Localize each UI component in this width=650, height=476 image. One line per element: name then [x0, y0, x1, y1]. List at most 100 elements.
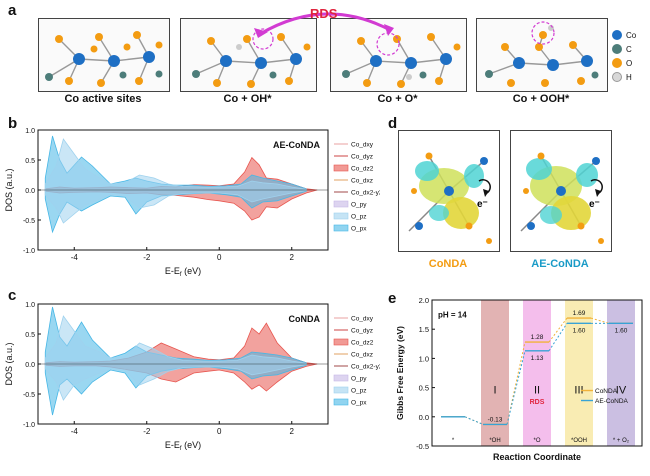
legend-entry: Co_dx2-y2	[351, 364, 380, 371]
legend-entry: Co_dxy	[351, 142, 374, 149]
category-label: *O	[533, 438, 540, 444]
category-label: *OOH	[571, 438, 587, 444]
rds-label: RDS	[530, 399, 545, 406]
x-axis-label: E-Ef (eV)	[165, 440, 201, 452]
y-tick-label: 2.0	[419, 296, 429, 305]
x-tick-label: -4	[71, 427, 79, 436]
dos-area-o-pz	[44, 138, 307, 191]
y-axis-label: DOS (a.u.)	[4, 168, 14, 211]
atom-legend-c: C	[612, 42, 636, 56]
step-label: III	[574, 384, 583, 396]
legend-entry: Co_dyz	[351, 154, 373, 161]
rds-label: RDS	[310, 6, 338, 21]
structure-co-o	[330, 18, 467, 92]
legend-swatch	[333, 374, 349, 382]
charge-density-image	[408, 152, 492, 244]
legend-swatch	[333, 338, 349, 346]
caption-co-ooh: Co + OOH*	[512, 93, 570, 105]
y-tick-label: 0.5	[25, 332, 35, 339]
legend-entry: Co_dyz	[351, 328, 373, 335]
structure-image	[192, 28, 311, 88]
chart-title: CoNDA	[289, 314, 321, 324]
category-label: * + O₂	[613, 438, 630, 444]
label-ae-conda: AE-CoNDA	[531, 258, 589, 270]
plot-frame	[431, 299, 643, 447]
rds-arrow	[254, 12, 394, 38]
legend-entry: Co_dx2-y2	[351, 190, 380, 197]
step-label: IV	[616, 384, 627, 396]
y-tick-label: 1.5	[419, 325, 429, 334]
x-tick-label: -2	[143, 427, 151, 436]
energy-connector	[548, 323, 568, 352]
charge-density-image	[520, 152, 604, 244]
legend-entry: O_pz	[351, 388, 367, 395]
charge-density-ae-conda: e⁻	[510, 130, 612, 252]
legend-entry: O_px	[351, 400, 367, 407]
legend-swatch	[333, 164, 349, 172]
y-tick-label: 0.0	[419, 413, 429, 422]
energy-connector	[464, 416, 484, 425]
step-label: I	[493, 384, 496, 396]
legend-entry: CoNDA	[595, 388, 618, 395]
legend-swatch	[333, 398, 349, 406]
y-tick-label: 1.0	[419, 354, 429, 363]
legend-entry: Co_dxz	[351, 352, 373, 359]
structure-co-active-sites	[38, 18, 170, 92]
legend-entry: O_py	[351, 376, 367, 383]
structure-image	[485, 21, 599, 87]
x-axis-label: E-Ef (eV)	[165, 266, 201, 278]
x-tick-label: 0	[217, 427, 222, 436]
panel-label-c: c	[8, 287, 17, 304]
y-tick-label: 0.0	[25, 362, 35, 369]
y-axis-label: DOS (a.u.)	[4, 342, 14, 385]
dos-chart-conda: 1.0 0.5 0.0 -0.5 -1.0 -4 -2 0 2 CoNDA E-Ef (eV) DOS…	[4, 302, 380, 452]
structure-image	[342, 32, 461, 88]
legend-entry: Co_dxz	[351, 178, 373, 185]
dos-area-o-pz	[44, 363, 307, 401]
y-tick-label: -1.0	[23, 422, 35, 429]
energy-connector	[548, 317, 568, 343]
legend-swatch	[333, 212, 349, 220]
y-tick-label: -1.0	[23, 248, 35, 255]
step-band-4	[607, 300, 635, 446]
o-atom-icon	[612, 58, 622, 68]
y-tick-label: 1.0	[25, 302, 35, 309]
h-atom-icon	[612, 72, 622, 82]
label-conda: CoNDA	[428, 258, 468, 270]
legend-entry: O_py	[351, 202, 367, 209]
x-tick-label: 2	[290, 427, 295, 436]
caption-co-oh: Co + OH*	[223, 93, 272, 105]
value-label: 1.60	[615, 327, 628, 334]
co-atom-icon	[612, 30, 622, 40]
value-label: -0.13	[488, 416, 503, 423]
atom-legend-h: H	[612, 70, 636, 84]
step-band-3	[565, 300, 593, 446]
value-label: 1.13	[531, 355, 544, 362]
category-label: *OH	[489, 438, 500, 444]
atom-legend-co: Co	[612, 28, 636, 42]
y-tick-label: 0.5	[25, 158, 35, 165]
y-tick-label: 0.5	[419, 384, 429, 393]
legend-entry: Co_dxy	[351, 316, 374, 323]
energy-connector	[506, 350, 526, 425]
panel-label-b: b	[8, 115, 18, 132]
caption-co-o: Co + O*	[377, 93, 418, 105]
legend-entry: Co_dz2	[351, 166, 374, 173]
category-label: *	[452, 438, 455, 444]
caption-co-active-sites: Co active sites	[64, 93, 142, 105]
structure-image	[45, 31, 163, 87]
electron-label: e⁻	[589, 199, 600, 210]
legend-swatch	[333, 200, 349, 208]
chart-title: AE-CoNDA	[273, 140, 320, 150]
electron-label: e⁻	[477, 199, 488, 210]
value-label: 1.60	[573, 327, 586, 334]
dos-area-o-pz	[44, 315, 307, 365]
x-tick-label: -2	[143, 253, 151, 262]
dos-area-o-pz	[44, 189, 307, 224]
legend-entry: O_px	[351, 226, 367, 233]
panel-label-d: d	[388, 115, 398, 132]
charge-density-conda: e⁻	[398, 130, 500, 252]
structure-co-oh	[180, 18, 317, 92]
y-axis-label: Gibbs Free Energy (eV)	[395, 326, 405, 420]
